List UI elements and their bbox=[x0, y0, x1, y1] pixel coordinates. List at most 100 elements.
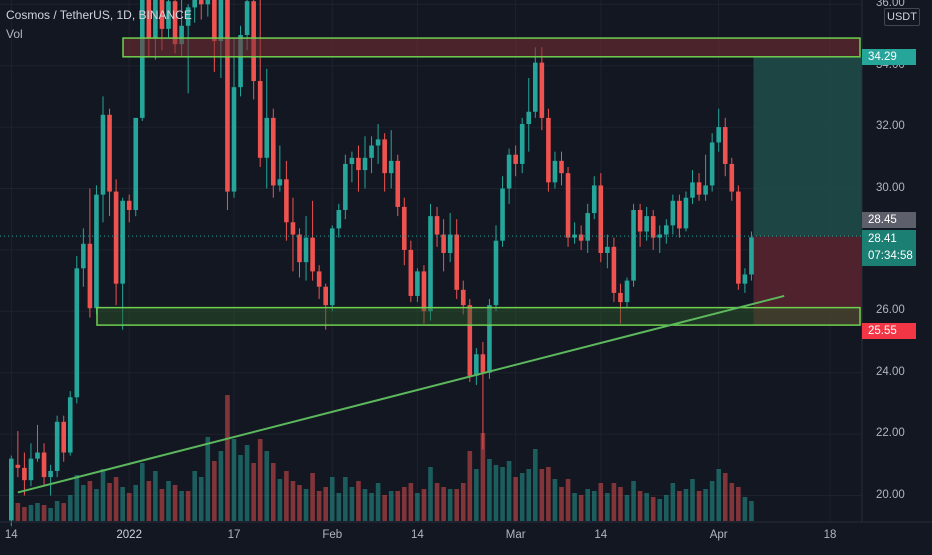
volume-bar bbox=[329, 477, 335, 521]
volume-bar bbox=[421, 489, 427, 521]
candle bbox=[349, 151, 355, 183]
volume-bar bbox=[290, 481, 296, 521]
candle-body bbox=[284, 179, 289, 223]
candle-body bbox=[362, 157, 368, 171]
candle bbox=[192, 0, 197, 23]
candle bbox=[500, 176, 505, 247]
volume-bar bbox=[192, 471, 197, 521]
candle bbox=[67, 391, 73, 456]
candle-body bbox=[467, 305, 473, 376]
candle bbox=[598, 173, 604, 263]
volume-bar bbox=[591, 491, 597, 521]
candle-body bbox=[598, 185, 604, 253]
volume-bar bbox=[172, 485, 178, 521]
candle bbox=[205, 0, 211, 17]
volume-bar bbox=[382, 495, 387, 521]
volume-bar bbox=[664, 495, 669, 521]
volume-bar bbox=[447, 489, 453, 521]
volume-bar bbox=[500, 467, 505, 521]
candle bbox=[480, 342, 486, 450]
candle-body bbox=[454, 234, 459, 290]
candle bbox=[303, 216, 309, 281]
volume-bar bbox=[244, 445, 250, 521]
candle bbox=[61, 415, 66, 462]
volume-bar bbox=[572, 493, 577, 521]
candle-body bbox=[349, 157, 355, 164]
candle bbox=[362, 136, 368, 189]
candle bbox=[271, 108, 276, 198]
candle-body bbox=[650, 216, 656, 238]
candle-body bbox=[388, 160, 394, 174]
candle bbox=[729, 157, 735, 201]
candle-body bbox=[703, 185, 708, 195]
candle bbox=[415, 268, 420, 303]
candle-body bbox=[578, 234, 584, 241]
volume-bar bbox=[506, 461, 512, 521]
candle-body bbox=[218, 0, 224, 42]
volume-bar bbox=[362, 489, 368, 521]
candle-body bbox=[736, 191, 741, 284]
candle bbox=[703, 154, 708, 201]
candle-body bbox=[35, 452, 40, 459]
candle-body bbox=[565, 173, 571, 238]
candle bbox=[683, 191, 689, 232]
candle-body bbox=[460, 289, 466, 306]
volume-bar bbox=[61, 503, 66, 521]
bar-countdown: 07:34:58 bbox=[868, 250, 913, 263]
candle bbox=[218, 0, 224, 78]
volume-bar bbox=[336, 493, 342, 521]
volume-bar bbox=[205, 437, 211, 521]
candle bbox=[657, 225, 663, 253]
candle bbox=[81, 228, 86, 287]
candle-body bbox=[611, 246, 617, 293]
volume-bar bbox=[408, 483, 414, 521]
candle bbox=[336, 203, 342, 238]
symbol-title[interactable]: Cosmos / TetherUS, 1D, BINANCE bbox=[6, 8, 192, 22]
candle-body bbox=[644, 216, 649, 232]
position-tool[interactable] bbox=[753, 56, 862, 326]
volume-bar bbox=[238, 455, 243, 521]
candle bbox=[15, 431, 21, 478]
time-tick-label: Feb bbox=[322, 529, 343, 541]
volume-bar bbox=[48, 508, 53, 521]
volume-bar bbox=[696, 491, 702, 521]
candle-body bbox=[120, 200, 125, 284]
candle-body bbox=[94, 194, 99, 309]
volume-bar bbox=[480, 433, 486, 521]
volume-bar bbox=[388, 491, 394, 521]
candle-body bbox=[375, 139, 381, 146]
candle-body bbox=[140, 0, 145, 118]
candle bbox=[264, 68, 270, 189]
candle-body bbox=[605, 246, 610, 253]
volume-bar bbox=[513, 477, 518, 521]
volume-bar bbox=[487, 459, 492, 521]
volume-bar bbox=[22, 507, 27, 521]
price-tick-label: 24.00 bbox=[876, 365, 905, 378]
candle bbox=[35, 424, 40, 462]
candle-body bbox=[212, 0, 217, 42]
candle-body bbox=[408, 249, 414, 296]
volume-bar bbox=[218, 451, 224, 521]
candle-body bbox=[133, 117, 139, 210]
candle bbox=[513, 145, 518, 177]
candle-body bbox=[637, 209, 643, 232]
volume-indicator-label[interactable]: Vol bbox=[6, 27, 23, 41]
candle bbox=[474, 348, 479, 385]
volume-bar bbox=[284, 471, 289, 521]
current-price-value: 28.41 bbox=[868, 233, 897, 246]
volume-bar bbox=[297, 485, 302, 521]
volume-bar bbox=[113, 477, 119, 521]
time-tick-label: 2022 bbox=[116, 529, 142, 541]
candle-body bbox=[585, 213, 590, 241]
candle bbox=[166, 0, 171, 39]
currency-badge[interactable]: USDT bbox=[884, 8, 920, 26]
candle bbox=[670, 194, 676, 235]
candle bbox=[133, 117, 139, 217]
volume-bar bbox=[395, 491, 401, 521]
position-stop-area bbox=[753, 236, 862, 326]
candle bbox=[198, 0, 204, 20]
zones[interactable] bbox=[96, 37, 861, 326]
volume-bar bbox=[231, 439, 237, 521]
